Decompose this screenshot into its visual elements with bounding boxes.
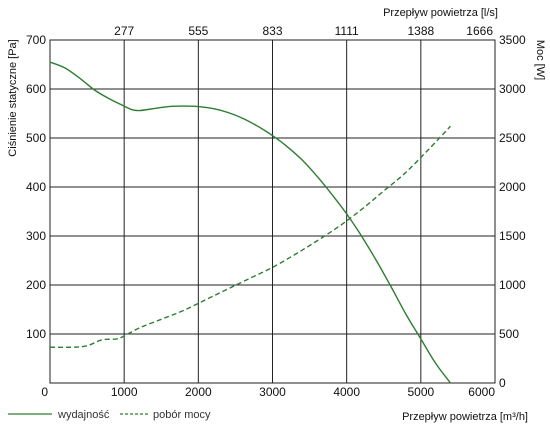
y-left-tick-label: 300 bbox=[26, 229, 46, 243]
x-top-tick-label: 833 bbox=[262, 24, 282, 38]
y-right-tick-label: 3000 bbox=[499, 82, 526, 96]
x-top-tick-label: 1388 bbox=[407, 24, 434, 38]
series bbox=[49, 61, 452, 384]
y-right-axis-label: Moc [W] bbox=[534, 40, 546, 80]
x-top-tick-label: 555 bbox=[188, 24, 208, 38]
y-left-tick-label: 700 bbox=[26, 33, 46, 47]
x-top-tick-label: 277 bbox=[114, 24, 134, 38]
y-right-tick-label: 2000 bbox=[499, 180, 526, 194]
y-right-tick-label: 0 bbox=[499, 376, 506, 390]
x-top-axis-label: Przepływ powietrza [l/s] bbox=[383, 7, 498, 19]
y-right-tick-label: 1500 bbox=[499, 229, 526, 243]
legend-label-wydajnosc: wydajność bbox=[57, 409, 110, 421]
x-bottom-tick-label: 4000 bbox=[333, 385, 360, 399]
y-left-tick-label: 600 bbox=[26, 82, 46, 96]
x-bottom-tick-label: 3000 bbox=[259, 385, 286, 399]
legend: wydajność pobór mocy bbox=[8, 409, 211, 421]
y-right-tick-label: 3500 bbox=[499, 33, 526, 47]
y-left-tick-label: 400 bbox=[26, 180, 46, 194]
x-bottom-tick-label: 5000 bbox=[407, 385, 434, 399]
y-right-tick-label: 1000 bbox=[499, 278, 526, 292]
x-top-tick-label: 1666 bbox=[466, 24, 493, 38]
grid bbox=[50, 40, 495, 383]
series-line-pobor-mocy bbox=[49, 125, 452, 349]
series-line-wydajnosc bbox=[49, 61, 452, 384]
x-bottom-tick-label: 2000 bbox=[185, 385, 212, 399]
y-left-axis-label: Ciśnienie statyczne [Pa] bbox=[7, 39, 19, 156]
plot-frame bbox=[49, 39, 496, 384]
x-bottom-tick-label: 1000 bbox=[111, 385, 138, 399]
x-top-tick-label: 1111 bbox=[335, 24, 359, 38]
y-right-tick-label: 500 bbox=[499, 327, 519, 341]
y-left-tick-label: 500 bbox=[26, 131, 46, 145]
y-left-tick-label: 100 bbox=[26, 327, 46, 341]
x-bottom-tick-label: 6000 bbox=[468, 385, 495, 399]
x-bottom-axis-label: Przepływ powietrza [m³/h] bbox=[402, 411, 528, 423]
y-right-tick-label: 2500 bbox=[499, 131, 526, 145]
x-bottom-tick-label: 0 bbox=[41, 385, 48, 399]
y-left-tick-label: 200 bbox=[26, 278, 46, 292]
legend-label-pobor-mocy: pobór mocy bbox=[153, 409, 211, 421]
